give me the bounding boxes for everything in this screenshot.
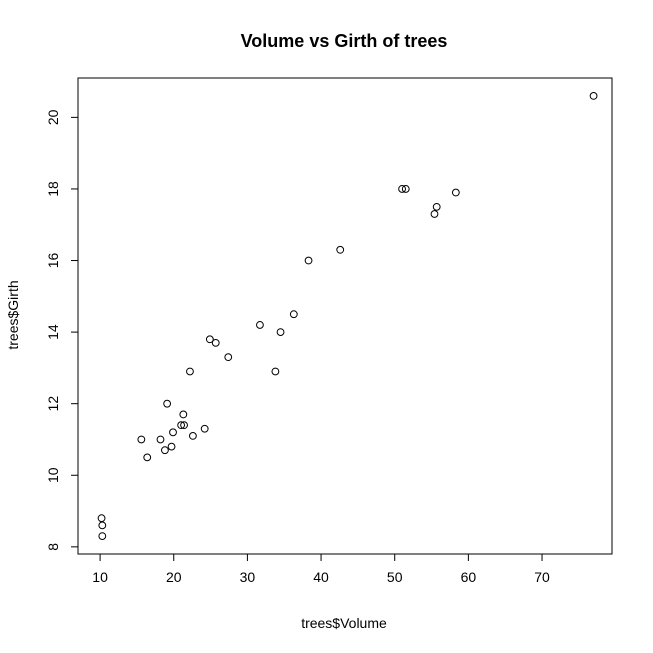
data-point	[143, 453, 152, 462]
data-point	[161, 446, 169, 455]
data-point	[430, 210, 439, 218]
data-point	[224, 353, 233, 362]
y-tick-label: 20	[45, 109, 61, 125]
data-point	[256, 321, 264, 329]
data-point	[432, 202, 441, 211]
data-point	[205, 335, 214, 344]
x-tick-label: 50	[387, 569, 403, 585]
data-point	[271, 367, 280, 376]
data-point	[289, 310, 298, 319]
data-point	[304, 256, 313, 265]
data-points	[97, 91, 598, 541]
data-point	[156, 435, 165, 444]
y-tick-label: 10	[45, 467, 61, 483]
x-tick-label: 10	[92, 569, 108, 585]
data-point	[177, 421, 186, 430]
data-point	[179, 410, 188, 419]
data-point	[98, 521, 107, 530]
data-point	[398, 185, 406, 193]
data-point	[189, 431, 197, 440]
data-point	[137, 435, 146, 444]
x-tick-label: 20	[166, 569, 182, 585]
x-tick-label: 70	[534, 569, 550, 585]
data-point	[180, 421, 188, 430]
data-point	[97, 514, 106, 523]
data-point	[276, 328, 285, 337]
data-point	[336, 245, 345, 254]
x-tick-label: 40	[313, 569, 329, 585]
data-point	[589, 91, 598, 100]
x-tick-label: 30	[240, 569, 256, 585]
y-tick-label: 16	[45, 253, 61, 269]
data-point	[169, 428, 177, 437]
x-axis-label: trees$Volume	[301, 615, 387, 631]
data-point	[167, 442, 176, 451]
x-axis: 10 20 30 40 50 60 70	[92, 553, 550, 585]
y-tick-label: 18	[45, 181, 61, 197]
y-tick-label: 14	[45, 324, 61, 340]
plot-frame	[77, 77, 613, 555]
data-point	[451, 188, 460, 197]
y-axis-label: trees$Girth	[5, 280, 21, 349]
data-point	[200, 424, 209, 433]
y-tick-label: 8	[45, 543, 61, 551]
y-axis: 8 10 12 14 16 18 20	[45, 109, 79, 551]
y-tick-label: 12	[45, 396, 61, 412]
data-point	[98, 532, 107, 541]
data-point	[163, 399, 172, 408]
data-point	[211, 338, 220, 347]
data-point	[186, 367, 194, 376]
x-tick-label: 60	[461, 569, 477, 585]
chart-title: Volume vs Girth of trees	[241, 31, 448, 51]
data-point	[401, 185, 410, 193]
